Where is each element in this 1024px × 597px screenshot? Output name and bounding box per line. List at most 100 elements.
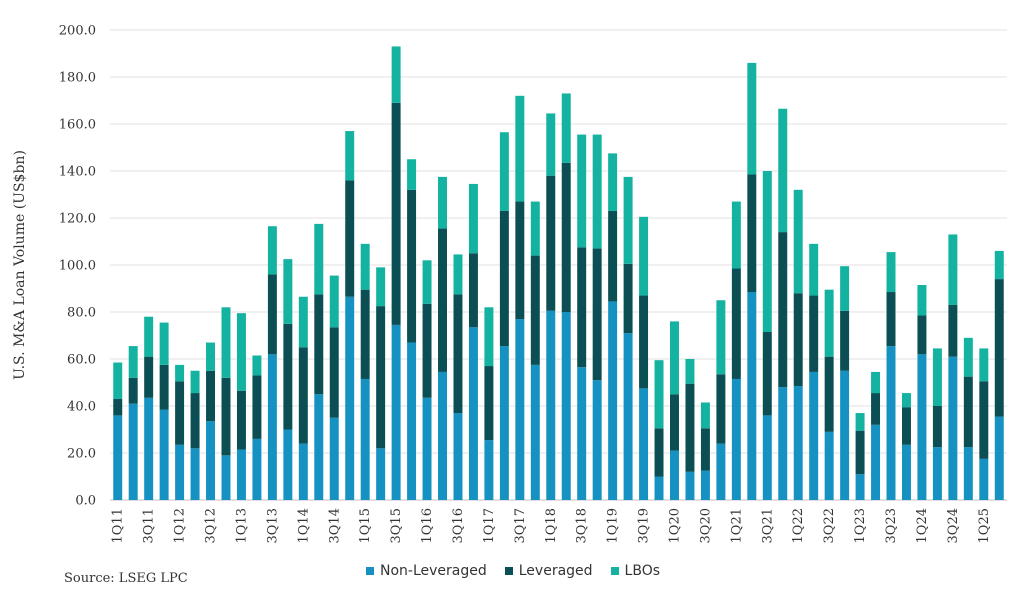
x-tick-label: 3Q13 xyxy=(265,508,280,543)
x-tick-label: 3Q19 xyxy=(637,508,652,543)
bar-non-leveraged-3q17 xyxy=(515,319,525,500)
bar-leveraged-1q25 xyxy=(979,381,989,459)
legend-label-leveraged: Leveraged xyxy=(518,563,593,579)
bar-lbos-4q15 xyxy=(407,159,417,190)
bar-lbos-2q19 xyxy=(623,176,633,264)
bar-lbos-1q11 xyxy=(113,362,123,399)
bar-non-leveraged-2q11 xyxy=(128,403,138,500)
bar-lbos-4q20 xyxy=(716,300,726,375)
bar-non-leveraged-2q24 xyxy=(932,447,942,501)
y-tick-label: 160.0 xyxy=(59,118,96,133)
bar-leveraged-2q24 xyxy=(932,406,942,448)
bar-leveraged-1q20 xyxy=(670,394,679,451)
bar-lbos-4q18 xyxy=(592,134,602,249)
bar-non-leveraged-2q17 xyxy=(499,346,509,500)
bar-non-leveraged-1q20 xyxy=(670,450,679,500)
x-tick-label: 1Q12 xyxy=(173,508,188,543)
bar-non-leveraged-4q15 xyxy=(407,342,417,500)
bar-leveraged-3q16 xyxy=(453,294,463,414)
bar-leveraged-3q24 xyxy=(948,304,958,357)
x-tick-label: 1Q16 xyxy=(420,508,435,543)
bar-non-leveraged-4q22 xyxy=(840,370,850,500)
y-tick-label: 40.0 xyxy=(67,400,96,415)
bar-non-leveraged-4q17 xyxy=(530,364,540,501)
bar-leveraged-4q18 xyxy=(592,248,602,381)
bar-lbos-2q22 xyxy=(809,243,819,296)
bar-leveraged-2q15 xyxy=(376,306,386,449)
bar-lbos-3q24 xyxy=(948,234,958,305)
bar-non-leveraged-2q22 xyxy=(809,371,819,500)
bar-lbos-2q12 xyxy=(190,370,200,394)
bar-leveraged-2q22 xyxy=(809,295,819,372)
bar-leveraged-3q19 xyxy=(639,295,649,389)
bar-leveraged-1q11 xyxy=(113,398,123,416)
source-note: Source: LSEG LPC xyxy=(64,571,188,586)
bar-leveraged-3q20 xyxy=(700,428,710,471)
bar-lbos-4q19 xyxy=(654,360,664,429)
bar-non-leveraged-1q25 xyxy=(979,458,989,501)
bar-lbos-2q11 xyxy=(128,346,138,378)
bar-non-leveraged-1q24 xyxy=(917,354,927,500)
x-tick-label: 1Q24 xyxy=(915,508,930,543)
bar-non-leveraged-3q23 xyxy=(886,346,896,500)
bar-lbos-3q14 xyxy=(329,275,339,328)
bar-non-leveraged-3q20 xyxy=(700,470,710,501)
bar-non-leveraged-3q13 xyxy=(267,354,277,500)
bar-leveraged-3q14 xyxy=(329,327,339,418)
legend-swatch-lbos xyxy=(610,567,619,575)
bar-lbos-2q17 xyxy=(499,132,509,211)
bar-leveraged-1q15 xyxy=(360,289,370,379)
bar-leveraged-4q13 xyxy=(283,323,293,430)
bar-lbos-2q14 xyxy=(314,223,324,295)
bar-lbos-1q24 xyxy=(917,284,927,316)
bar-non-leveraged-4q11 xyxy=(159,409,169,500)
bar-non-leveraged-1q14 xyxy=(298,443,308,500)
bar-non-leveraged-1q19 xyxy=(608,301,618,500)
bar-non-leveraged-1q21 xyxy=(731,378,741,500)
bar-leveraged-2q17 xyxy=(499,210,509,347)
y-tick-label: 180.0 xyxy=(59,71,96,86)
bar-leveraged-1q24 xyxy=(917,315,927,355)
bar-non-leveraged-1q13 xyxy=(236,449,246,500)
bar-lbos-3q22 xyxy=(824,289,834,357)
x-tick-label: 3Q23 xyxy=(884,508,899,543)
bar-non-leveraged-1q16 xyxy=(422,397,432,500)
y-tick-label: 20.0 xyxy=(67,447,96,462)
bar-lbos-4q11 xyxy=(159,322,169,365)
bar-lbos-2q25 xyxy=(994,250,1004,280)
bar-leveraged-3q23 xyxy=(886,292,896,347)
bar-lbos-3q15 xyxy=(391,46,401,103)
bar-lbos-4q23 xyxy=(901,393,911,408)
x-tick-label: 3Q20 xyxy=(698,508,713,543)
bar-leveraged-1q21 xyxy=(731,268,741,379)
x-tick-label: 3Q21 xyxy=(760,508,775,543)
bar-leveraged-1q18 xyxy=(546,175,556,311)
legend-swatch-leveraged xyxy=(504,567,513,575)
bar-non-leveraged-4q23 xyxy=(901,444,911,500)
x-tick-label: 3Q14 xyxy=(327,508,342,543)
bar-leveraged-2q20 xyxy=(685,383,695,472)
bar-lbos-3q13 xyxy=(267,226,277,275)
bar-leveraged-1q12 xyxy=(175,381,185,445)
bar-lbos-2q15 xyxy=(376,267,386,307)
bar-leveraged-3q15 xyxy=(391,102,401,325)
bar-leveraged-2q16 xyxy=(438,228,447,372)
bar-lbos-1q13 xyxy=(236,313,246,391)
y-tick-label: 200.0 xyxy=(59,24,96,39)
bar-non-leveraged-2q20 xyxy=(685,471,695,500)
bar-leveraged-4q23 xyxy=(901,407,911,445)
bar-leveraged-4q14 xyxy=(345,180,355,297)
x-tick-label: 3Q22 xyxy=(822,508,837,543)
x-tick-label: 1Q13 xyxy=(234,508,249,543)
legend-item-leveraged: Leveraged xyxy=(504,563,593,579)
bar-non-leveraged-2q14 xyxy=(314,394,324,500)
x-axis: 1Q11 3Q11 1Q12 3Q12 1Q13 3Q13 1Q14 3Q14 1Q15 3Q15… xyxy=(111,508,992,543)
bar-non-leveraged-4q20 xyxy=(716,443,726,500)
bar-non-leveraged-4q12 xyxy=(221,455,231,500)
bar-lbos-1q17 xyxy=(484,307,494,367)
grid-layer: 0.0 20.0 40.0 60.0 80.0 100.0 120.0 140.0 160.0 1… xyxy=(59,24,1007,509)
bar-non-leveraged-3q11 xyxy=(144,397,154,500)
bar-lbos-3q11 xyxy=(144,316,154,357)
bar-non-leveraged-2q25 xyxy=(994,416,1004,500)
x-tick-label: 1Q25 xyxy=(977,508,992,543)
